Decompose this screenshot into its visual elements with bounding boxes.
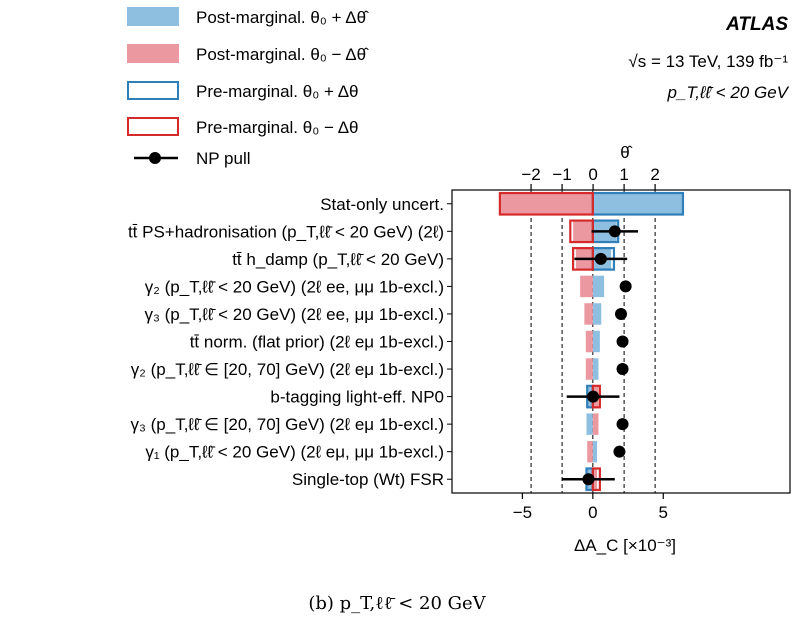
top-tick-label: 1 — [619, 165, 628, 184]
x-tick-label: 5 — [659, 503, 668, 522]
y-category-label: Stat-only uncert. — [320, 195, 444, 214]
y-axis: Stat-only uncert. tt̄ PS+hadronisation (p… — [128, 195, 452, 489]
bar-post-up — [592, 358, 599, 380]
pull-marker — [613, 445, 626, 458]
y-category-label: Single-top (Wt) FSR — [292, 470, 444, 489]
bar-post-up — [586, 413, 593, 435]
pull-marker — [582, 473, 595, 486]
bars — [498, 191, 685, 492]
bar-post-down — [587, 440, 593, 463]
y-category-label: γ₃ (p_T,ℓℓ̄ ∈ [20, 70] GeV) (2ℓ eμ 1b-ex… — [130, 415, 444, 434]
bar-post-up — [592, 275, 605, 298]
y-category-label: tt̄ h_damp (p_T,ℓℓ̄ < 20 GeV) — [232, 250, 444, 269]
bar-post-up — [592, 330, 600, 353]
x-axis: −5 0 5 — [513, 493, 668, 522]
y-category-label: γ₁ (p_T,ℓℓ̄ < 20 GeV) (2ℓ eμ, μμ 1b-excl… — [145, 443, 444, 462]
legend-swatch-pre-up — [127, 81, 179, 100]
legend-label-pre-up: Pre-marginal. θ₀ + Δθ — [196, 82, 359, 101]
bar-post-down — [584, 303, 593, 325]
pulls — [562, 225, 639, 486]
x-tick-label: 0 — [588, 503, 597, 522]
bar-post-down — [592, 413, 599, 435]
bar-post-up — [592, 193, 683, 215]
y-category-label: tt̄ norm. (flat prior) (2ℓ eμ 1b-excl.) — [190, 333, 444, 352]
bar-pre-down — [498, 191, 594, 216]
y-category-label: γ₂ (p_T,ℓℓ̄ < 20 GeV) (2ℓ ee, μμ 1b-excl… — [145, 277, 444, 296]
pull-marker — [608, 225, 621, 238]
pull-marker — [615, 307, 627, 320]
legend-label-post-down: Post-marginal. θ₀ − Δθ̂ — [196, 45, 369, 64]
bar-post-down — [499, 193, 593, 215]
legend: Post-marginal. θ₀ + Δθ̂ Post-marginal. θ… — [127, 7, 369, 168]
bar-post-down — [585, 330, 593, 353]
y-category-label: γ₂ (p_T,ℓℓ̄ ∈ [20, 70] GeV) (2ℓ eμ 1b-ex… — [131, 360, 444, 379]
top-axis-title: θ̂ — [620, 143, 632, 162]
top-tick-label: 0 — [588, 165, 597, 184]
top-tick-label: −2 — [521, 165, 540, 184]
pull-marker — [587, 390, 600, 403]
legend-label-pull: NP pull — [196, 149, 251, 168]
pull-marker — [616, 363, 629, 376]
legend-pull-marker — [149, 152, 161, 164]
legend-swatch-post-up — [127, 7, 179, 26]
region-label: p_T,ℓℓ̄ < 20 GeV — [667, 83, 790, 102]
y-category-label: γ₃ (p_T,ℓℓ̄ < 20 GeV) (2ℓ ee, μμ 1b-excl… — [144, 305, 444, 324]
figure-caption: (b) p_T,ℓℓ̄ < 20 GeV — [308, 593, 486, 614]
x-axis-title: ΔA_C [×10⁻³] — [574, 536, 676, 555]
energy-lumi-label: √s = 13 TeV, 139 fb⁻¹ — [628, 52, 788, 71]
pull-marker — [619, 280, 632, 293]
bar-post-down — [573, 220, 593, 243]
bar-post-down — [585, 358, 593, 380]
pull-marker — [616, 335, 629, 348]
atlas-label: ATLAS — [725, 14, 788, 35]
pull-marker — [594, 252, 607, 265]
legend-label-post-up: Post-marginal. θ₀ + Δθ̂ — [196, 8, 369, 27]
top-axis: −2 −1 0 1 2 — [521, 165, 660, 190]
pull-marker — [616, 418, 629, 431]
top-tick-label: −1 — [552, 165, 571, 184]
bar-post-up — [592, 440, 598, 463]
top-tick-label: 2 — [650, 165, 659, 184]
legend-swatch-pre-down — [127, 117, 179, 136]
bar-post-down — [580, 275, 593, 298]
y-category-label: b-tagging light-eff. NP0 — [270, 388, 444, 407]
legend-swatch-post-down — [127, 44, 179, 63]
legend-label-pre-down: Pre-marginal. θ₀ − Δθ — [196, 118, 359, 137]
x-tick-label: −5 — [513, 503, 532, 522]
bar-post-up — [592, 303, 602, 325]
y-category-label: tt̄ PS+hadronisation (p_T,ℓℓ̄ < 20 GeV) … — [128, 222, 444, 241]
